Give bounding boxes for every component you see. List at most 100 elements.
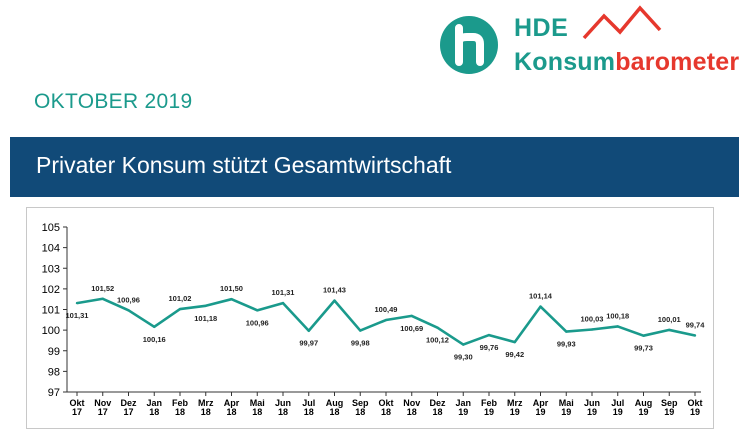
data-label: 100,01 (658, 315, 681, 324)
x-tick-label-year: 19 (638, 407, 648, 417)
data-label: 100,12 (426, 336, 449, 345)
x-tick-label-month: Mai (250, 398, 265, 408)
x-tick-label-month: Aug (635, 398, 653, 408)
x-tick-label-month: Jul (611, 398, 624, 408)
data-label: 99,74 (686, 320, 706, 329)
x-tick-label-year: 18 (149, 407, 159, 417)
data-point (539, 305, 542, 308)
data-point (359, 329, 362, 332)
logo-word-konsum: Konsum (514, 48, 616, 76)
x-tick-label-year: 18 (329, 407, 339, 417)
x-tick-label-year: 17 (72, 407, 82, 417)
data-label: 99,42 (505, 350, 524, 359)
data-point (410, 314, 413, 318)
data-point (333, 299, 336, 302)
data-label: 99,97 (299, 339, 318, 348)
data-label: 101,18 (194, 314, 217, 323)
y-tick-label: 105 (42, 222, 60, 234)
x-tick-label-year: 17 (98, 407, 108, 417)
x-tick-label-month: Apr (224, 398, 240, 408)
data-label: 100,96 (246, 318, 269, 327)
x-tick-label-month: Dez (120, 398, 137, 408)
x-tick-label-month: Jan (146, 398, 162, 408)
x-tick-label-month: Nov (94, 398, 111, 408)
y-tick-label: 104 (42, 243, 60, 255)
data-point (590, 328, 594, 331)
chart-frame: 97 98 99 100 101 102 103 104 105 Okt 17 Nov 17 Dez 17 J… (26, 207, 714, 429)
data-label: 100,69 (400, 324, 423, 333)
data-label: 99,73 (634, 344, 653, 353)
data-label: 101,02 (169, 294, 192, 303)
x-tick-label-month: Jul (302, 398, 315, 408)
x-tick-label-year: 18 (201, 407, 211, 417)
data-label: 99,93 (557, 340, 576, 349)
data-point (436, 326, 439, 329)
data-point (281, 301, 285, 305)
data-point (565, 330, 568, 333)
x-tick-label-year: 19 (535, 407, 545, 417)
barometer-zigzag-icon (582, 5, 662, 40)
data-point (256, 309, 259, 312)
logo-brand-text: HDE (514, 14, 569, 42)
data-point (204, 304, 207, 307)
data-label: 101,31 (272, 288, 295, 297)
logo-word-barometer: barometer (615, 48, 740, 76)
data-point (642, 334, 645, 337)
data-point (616, 325, 619, 328)
x-tick-label-month: Sep (352, 398, 369, 408)
x-tick-label-year: 19 (510, 407, 520, 417)
x-tick-label-month: Okt (687, 398, 702, 408)
data-label: 100,16 (143, 335, 166, 344)
data-point (487, 333, 491, 337)
data-point (384, 318, 388, 322)
x-tick-label-year: 18 (432, 407, 442, 417)
data-label: 101,50 (220, 284, 243, 293)
x-tick-label-month: Sep (661, 398, 678, 408)
report-date: OKTOBER 2019 (34, 90, 193, 113)
line-chart: 979899100101102103104105Okt17Nov17Dez17J… (42, 222, 706, 417)
data-point (101, 297, 104, 300)
x-tick-label-year: 18 (381, 407, 391, 417)
data-label: 100,96 (117, 295, 140, 304)
y-tick-label: 102 (42, 284, 60, 296)
h-letter-glyph (455, 24, 484, 66)
x-tick-label-year: 19 (613, 407, 623, 417)
data-label: 100,18 (606, 311, 629, 320)
x-tick-label-year: 18 (355, 407, 365, 417)
data-label: 101,31 (66, 311, 89, 320)
x-tick-label-year: 18 (304, 407, 314, 417)
y-tick-label: 100 (42, 325, 60, 337)
data-label: 101,14 (529, 292, 553, 301)
x-tick-label-month: Feb (172, 398, 189, 408)
data-point (462, 343, 465, 346)
data-point (693, 334, 697, 337)
x-tick-label-month: Okt (378, 398, 393, 408)
x-tick-label-month: Mrz (198, 398, 214, 408)
x-tick-label-year: 18 (252, 407, 262, 417)
title-banner: Privater Konsum stützt Gesamtwirtschaft (10, 137, 739, 197)
x-tick-label-year: 18 (226, 407, 236, 417)
data-label: 100,03 (581, 315, 604, 324)
data-label: 101,52 (91, 284, 114, 293)
y-tick-label: 99 (48, 346, 60, 358)
x-tick-label-year: 19 (484, 407, 494, 417)
x-tick-label-year: 19 (458, 407, 468, 417)
data-label: 99,98 (351, 339, 370, 348)
x-tick-label-year: 19 (690, 407, 700, 417)
data-label: 101,43 (323, 286, 346, 295)
x-tick-label-year: 18 (278, 407, 288, 417)
data-point (230, 297, 233, 301)
x-tick-label-month: Okt (69, 398, 84, 408)
data-label: 99,76 (480, 343, 499, 352)
x-tick-label-month: Jan (455, 398, 471, 408)
x-tick-label-month: Nov (403, 398, 420, 408)
logo-word: Konsumbarometer (514, 48, 739, 77)
data-label: 100,49 (375, 305, 398, 314)
x-tick-label-month: Dez (429, 398, 446, 408)
data-point (178, 307, 182, 311)
hde-h-icon (440, 16, 498, 74)
x-tick-label-year: 19 (561, 407, 571, 417)
data-point (668, 328, 671, 332)
y-tick-label: 98 (48, 366, 60, 378)
x-tick-label-month: Mai (559, 398, 574, 408)
